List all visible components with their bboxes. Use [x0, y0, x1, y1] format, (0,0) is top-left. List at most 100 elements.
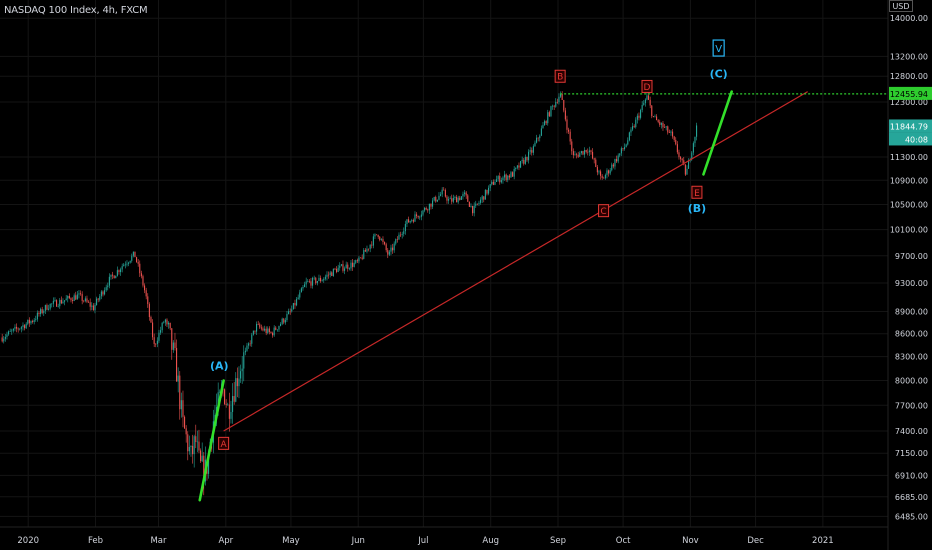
price-axis[interactable]: 14000.00 13200.00 12800.00 12300.00 11300.00…: [887, 0, 932, 550]
candle-body: [657, 120, 659, 122]
candle-body: [115, 275, 117, 279]
candle-body: [502, 177, 504, 181]
candle-body: [619, 153, 621, 156]
candle-body: [484, 189, 486, 200]
candle-body: [14, 326, 16, 329]
candle-body: [393, 243, 395, 251]
y-tick-label: 9300.00: [895, 279, 928, 288]
candle-body: [324, 276, 326, 279]
candle-body: [569, 131, 571, 142]
candle-body: [249, 343, 251, 345]
candle-body: [553, 105, 555, 107]
candle-body: [28, 319, 30, 324]
candle-body: [284, 320, 286, 323]
candle-body: [379, 236, 381, 240]
candle-body: [344, 268, 346, 271]
candle-body: [651, 105, 653, 117]
candle-body: [448, 199, 450, 201]
candle-body: [323, 278, 325, 281]
x-tick-label: Jun: [351, 536, 365, 546]
y-tick-label: 12800.00: [890, 72, 928, 81]
candle-body: [289, 311, 291, 312]
candle-body: [478, 202, 480, 204]
candle-body: [606, 170, 608, 175]
candle-body: [513, 168, 515, 177]
candle-body: [595, 159, 597, 167]
candle-body: [552, 105, 554, 107]
candle-body: [36, 312, 38, 320]
candle-body: [593, 158, 595, 160]
symbol-legend[interactable]: NASDAQ 100 Index, 4h, FXCM: [4, 5, 148, 16]
candle-body: [334, 268, 336, 270]
candle-body: [4, 336, 6, 339]
candle-body: [483, 196, 485, 200]
grid: [0, 0, 888, 527]
candle-body: [665, 126, 667, 128]
y-tick-label: 6685.00: [895, 493, 928, 502]
candle-body: [516, 165, 518, 168]
currency-badge[interactable]: USD: [889, 0, 913, 12]
time-axis[interactable]: 2020 Feb Mar Apr May Jun Jul Aug Sep Oct Nov Dec 202…: [0, 526, 888, 546]
candle-body: [32, 321, 34, 322]
candle-body: [390, 247, 392, 252]
candle-body: [611, 164, 613, 171]
candle-body: [254, 330, 256, 332]
candle-body: [228, 404, 230, 419]
hline-price-badge: 12455.94: [890, 90, 928, 99]
candle-body: [652, 116, 654, 117]
y-tick-label: 12300.00: [890, 98, 928, 107]
y-tick-label: 10100.00: [890, 226, 928, 235]
candle-body: [604, 174, 606, 179]
candle-body: [508, 175, 510, 178]
candle-body: [633, 126, 635, 128]
candle-body: [534, 142, 536, 147]
candle-body: [203, 455, 205, 482]
candle-body: [188, 447, 190, 452]
candle-body: [24, 325, 26, 329]
candle-body: [537, 137, 539, 139]
candle-body: [155, 343, 157, 345]
candle-body: [201, 455, 203, 462]
candle-body: [564, 110, 566, 120]
candle-body: [96, 298, 98, 305]
candle-body: [148, 304, 150, 318]
candle-body: [126, 263, 128, 265]
candle-body: [558, 96, 560, 103]
candle-body: [176, 348, 178, 382]
candle-body: [436, 199, 438, 202]
candle-body: [380, 239, 382, 240]
candle-body: [678, 152, 680, 158]
candle-body: [412, 220, 414, 222]
candle-body: [44, 305, 46, 311]
candle-body: [123, 264, 125, 267]
candle-body: [260, 327, 262, 329]
candle-body: [494, 181, 496, 185]
projection-line: [198, 379, 225, 502]
candle-body: [457, 197, 459, 203]
candle-body: [232, 396, 234, 412]
candle-body: [438, 195, 440, 200]
candle-body: [374, 234, 376, 237]
wave-label-box: [641, 79, 653, 93]
candle-body: [252, 330, 254, 335]
candle-body: [548, 112, 550, 117]
wave-label-text: D: [644, 83, 651, 93]
candle-body: [104, 290, 106, 295]
candle-body: [163, 322, 165, 323]
candle-body: [20, 327, 22, 329]
candle-body: [398, 234, 400, 240]
candle-body: [419, 216, 421, 218]
candle-body: [392, 247, 394, 251]
candle-body: [300, 288, 302, 293]
candle-body: [147, 296, 149, 305]
candle-body: [387, 250, 389, 255]
candle-body: [451, 198, 453, 202]
candle-body: [305, 281, 307, 285]
candle-body: [60, 299, 62, 304]
candle-body: [196, 441, 198, 443]
candle-body: [153, 337, 155, 344]
candle-body: [219, 391, 221, 393]
candle-body: [598, 171, 600, 173]
candle-body: [435, 197, 437, 202]
